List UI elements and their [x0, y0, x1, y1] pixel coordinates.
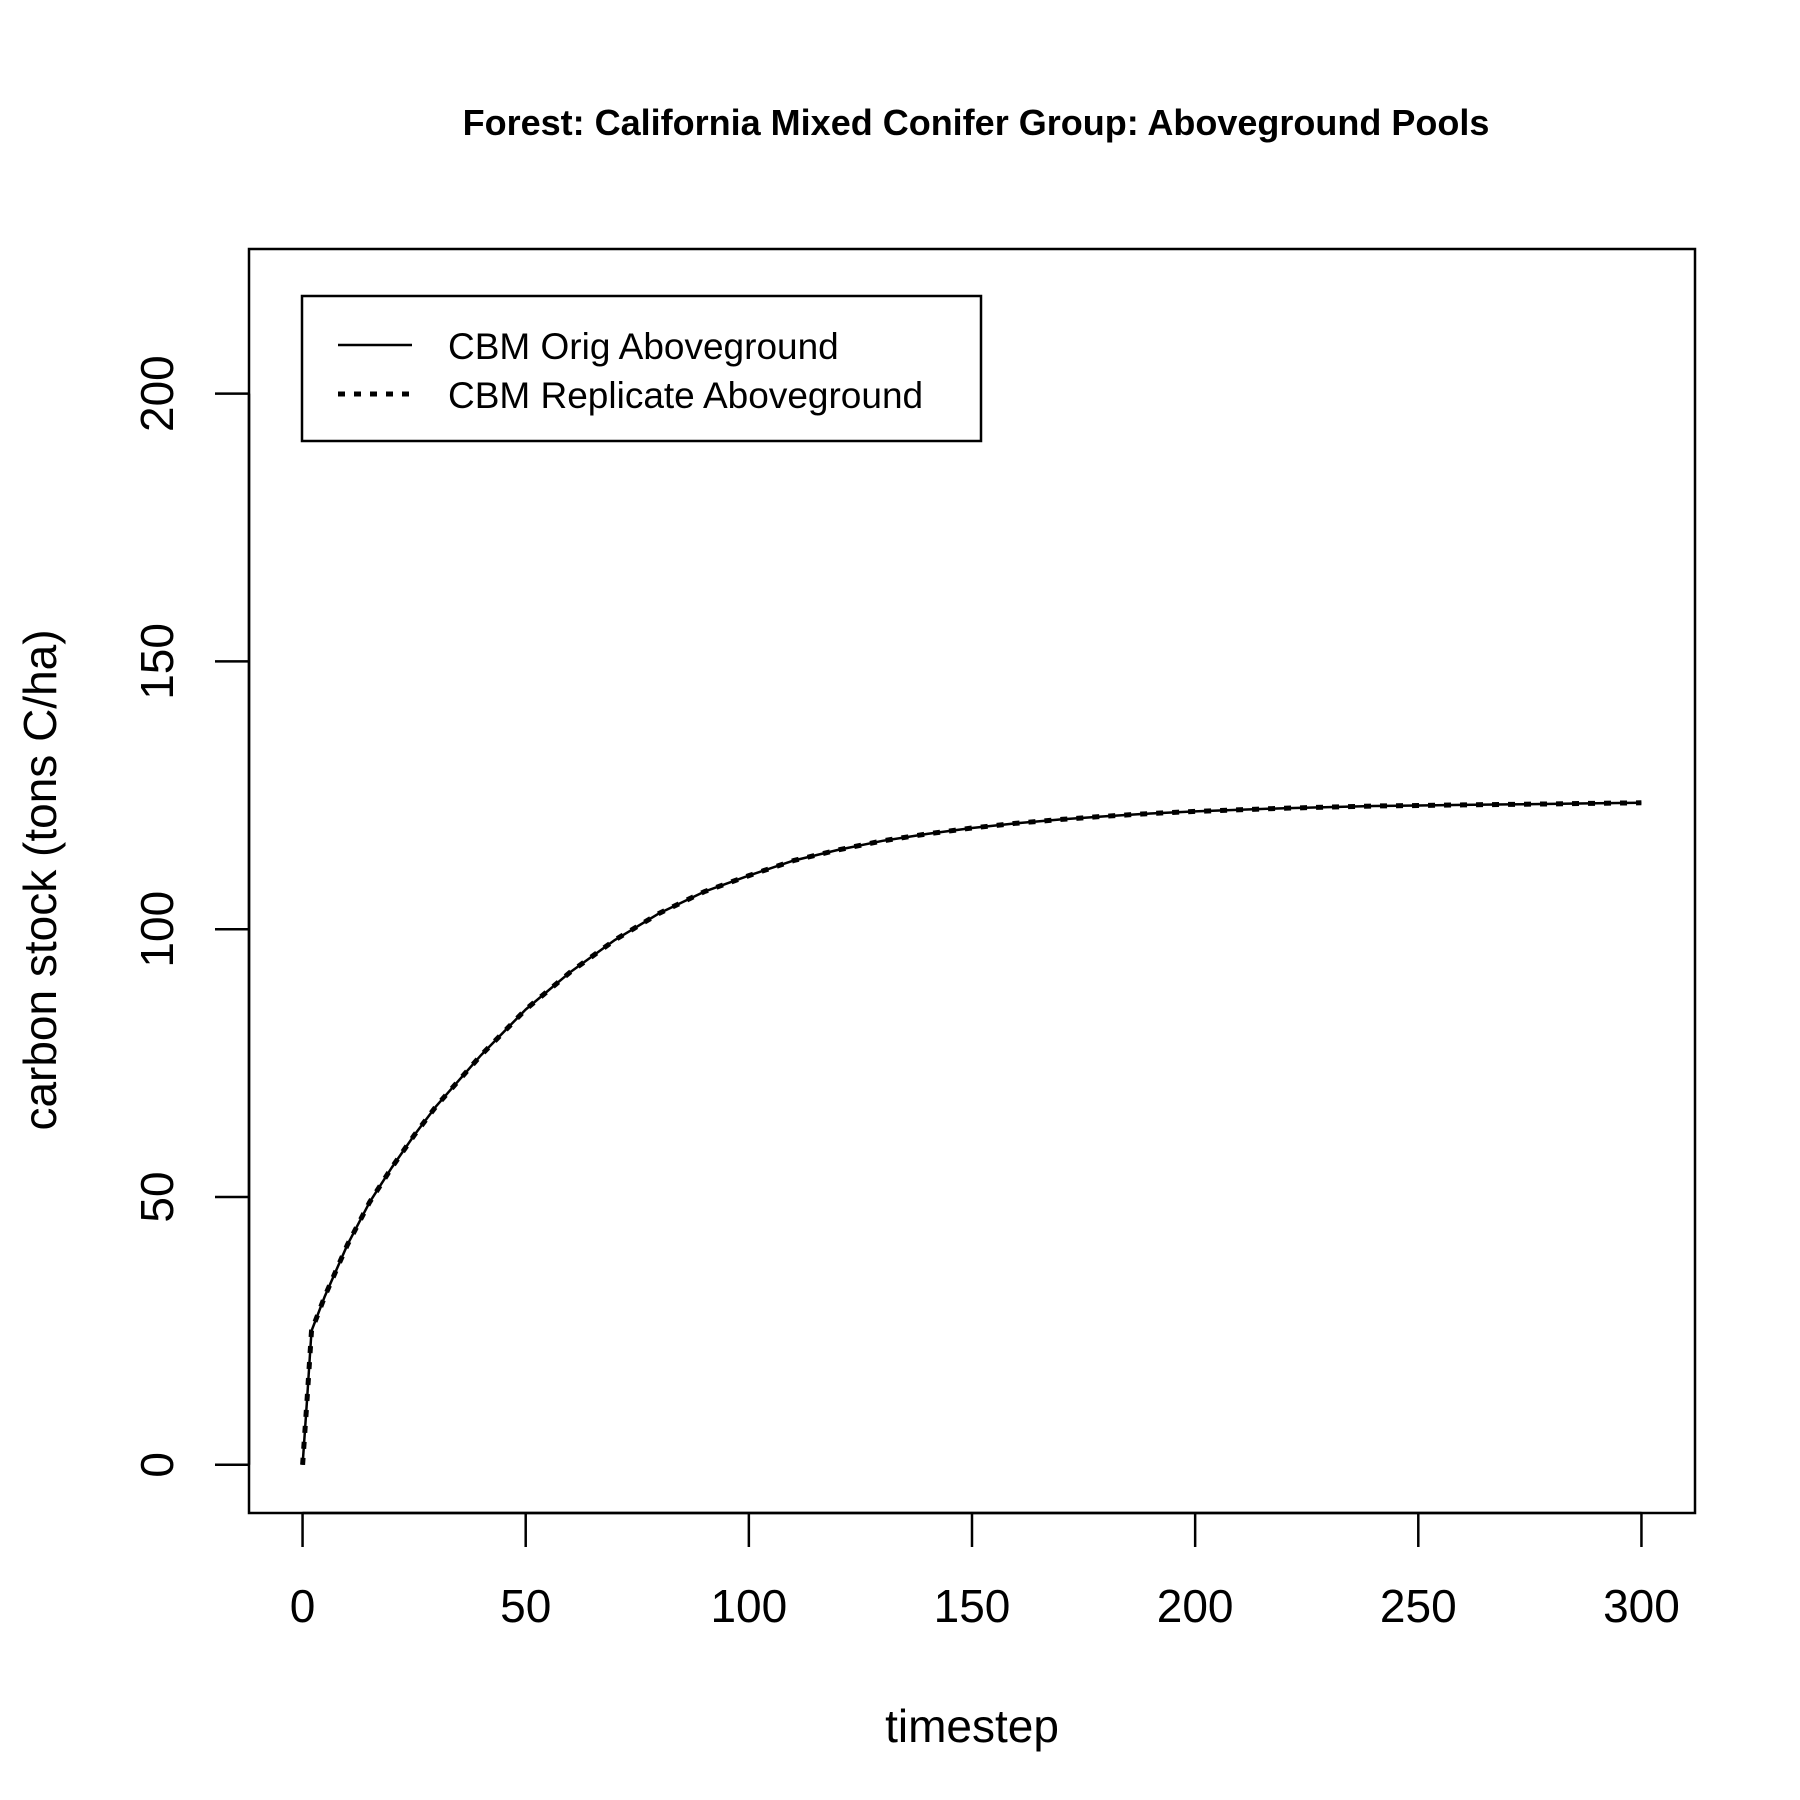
x-tick-label: 50 — [500, 1580, 551, 1632]
y-tick-label: 50 — [131, 1171, 183, 1222]
y-tick-label: 150 — [131, 623, 183, 700]
series-line-orig — [301, 801, 1642, 1465]
chart-title: Forest: California Mixed Conifer Group: … — [463, 102, 1490, 143]
legend-label-orig: CBM Orig Aboveground — [448, 326, 839, 367]
y-axis: 0 50 100 150 200 — [131, 355, 251, 1478]
legend: CBM Orig Aboveground CBM Replicate Above… — [300, 294, 983, 443]
x-axis-label: timestep — [885, 1700, 1059, 1752]
series-line-replicate — [300, 800, 1642, 1465]
x-tick-label: 0 — [290, 1580, 316, 1632]
legend-label-replicate: CBM Replicate Aboveground — [448, 375, 923, 416]
x-axis: 0 50 100 150 200 250 300 — [290, 1511, 1680, 1632]
y-tick-label: 100 — [131, 891, 183, 968]
series-layer — [300, 800, 1642, 1465]
x-tick-label: 250 — [1380, 1580, 1457, 1632]
y-tick-label: 200 — [131, 355, 183, 432]
y-axis-label: carbon stock (tons C/ha) — [14, 629, 66, 1130]
x-tick-label: 150 — [934, 1580, 1011, 1632]
legend-box — [300, 294, 983, 443]
x-tick-label: 100 — [710, 1580, 787, 1632]
y-tick-label: 0 — [131, 1452, 183, 1478]
x-tick-label: 300 — [1603, 1580, 1680, 1632]
x-tick-label: 200 — [1157, 1580, 1234, 1632]
